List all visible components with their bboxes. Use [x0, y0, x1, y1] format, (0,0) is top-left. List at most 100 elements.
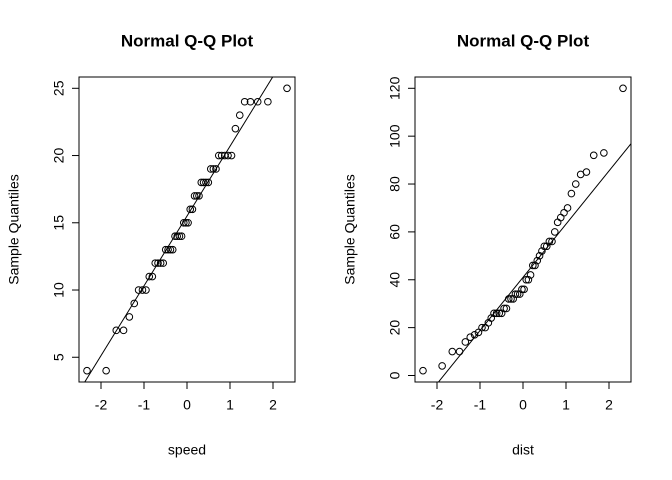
point	[177, 232, 186, 241]
point	[515, 290, 524, 298]
point	[509, 295, 517, 303]
point	[264, 97, 272, 106]
point	[513, 290, 522, 298]
point	[567, 189, 576, 198]
point	[492, 309, 501, 318]
point	[164, 245, 172, 254]
point	[173, 232, 181, 241]
point	[461, 338, 470, 346]
point	[83, 366, 91, 375]
plot-area	[84, 77, 274, 382]
point	[553, 218, 562, 227]
point	[166, 245, 175, 254]
point	[556, 213, 565, 222]
y-tick-label: 25	[51, 80, 67, 96]
point	[582, 168, 591, 176]
point	[529, 261, 537, 270]
point	[589, 151, 598, 160]
point	[204, 178, 213, 187]
point	[448, 347, 457, 356]
point	[235, 111, 244, 119]
point	[142, 286, 150, 294]
point	[231, 124, 240, 133]
point	[125, 313, 134, 321]
point	[520, 285, 528, 294]
point	[540, 242, 549, 251]
point	[156, 259, 165, 267]
x-tick-label: 0	[519, 397, 527, 413]
point	[419, 366, 427, 375]
point	[531, 261, 539, 270]
point	[550, 228, 559, 236]
point	[600, 149, 608, 157]
point	[202, 178, 210, 187]
point	[478, 323, 486, 332]
point	[500, 304, 508, 313]
qq-line	[437, 143, 631, 382]
x-tick-label: -1	[138, 397, 151, 413]
y-tick-label: 100	[387, 124, 403, 148]
point	[168, 245, 177, 254]
point	[474, 328, 483, 337]
x-axis-label: speed	[168, 442, 206, 458]
point	[184, 218, 192, 227]
x-axis-label: dist	[512, 442, 534, 458]
chart-title: Normal Q-Q Plot	[121, 31, 254, 50]
plot-frame	[414, 76, 632, 383]
y-tick-label: 10	[51, 282, 67, 298]
point	[175, 232, 184, 241]
point	[497, 309, 506, 318]
point	[524, 275, 533, 284]
y-tick-label: 20	[387, 320, 403, 336]
point	[504, 295, 513, 303]
x-tick-label: 1	[226, 397, 234, 413]
point	[112, 326, 121, 335]
y-tick-label: 20	[51, 148, 67, 164]
point	[102, 366, 110, 375]
point	[490, 309, 498, 318]
point	[438, 362, 446, 370]
point	[148, 272, 157, 281]
point	[470, 331, 479, 339]
point	[179, 218, 188, 227]
point	[188, 205, 197, 214]
point	[193, 192, 201, 200]
y-tick-label: 40	[387, 272, 403, 288]
point	[548, 237, 556, 246]
point	[522, 275, 531, 284]
x-tick-label: -1	[474, 397, 487, 413]
point	[502, 304, 511, 313]
point	[246, 97, 255, 106]
y-tick-label: 15	[51, 215, 67, 231]
point	[154, 259, 162, 267]
y-tick-label: 0	[387, 371, 403, 379]
point	[186, 205, 195, 214]
point	[240, 97, 249, 106]
y-axis-label: Sample Quantiles	[6, 174, 22, 285]
point	[619, 84, 627, 93]
point	[563, 204, 572, 212]
point	[518, 285, 526, 294]
x-tick-label: -2	[431, 397, 444, 413]
qq-line	[84, 77, 274, 382]
point	[195, 192, 203, 200]
point	[545, 237, 554, 246]
point	[182, 218, 190, 227]
point	[560, 208, 568, 217]
point	[507, 295, 515, 303]
point	[538, 247, 546, 255]
point	[130, 299, 139, 308]
point	[134, 286, 143, 294]
point	[138, 286, 147, 294]
point	[224, 151, 232, 160]
point	[495, 309, 504, 318]
plot-frame	[78, 76, 296, 383]
x-tick-label: 0	[183, 397, 191, 413]
point	[227, 151, 236, 160]
point	[535, 252, 544, 260]
point	[212, 165, 220, 173]
x-tick-label: 1	[562, 397, 570, 413]
x-tick-label: -2	[95, 397, 108, 413]
point	[214, 151, 223, 160]
